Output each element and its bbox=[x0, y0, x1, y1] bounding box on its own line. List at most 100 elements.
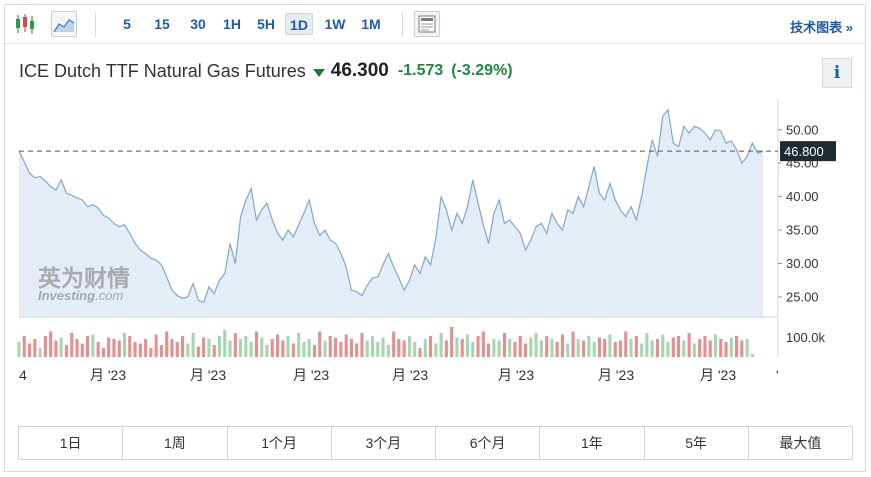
volume-bar bbox=[196, 346, 200, 357]
volume-bar bbox=[138, 343, 142, 357]
volume-bar bbox=[677, 336, 681, 357]
volume-bar bbox=[175, 342, 179, 357]
volume-bar bbox=[603, 339, 607, 357]
volume-bar bbox=[181, 336, 185, 357]
volume-bar bbox=[323, 340, 327, 357]
interval-1w[interactable]: 1W bbox=[324, 16, 346, 32]
range-button-7[interactable]: 最大值 bbox=[779, 435, 822, 451]
volume-bar bbox=[592, 342, 596, 357]
volume-bar bbox=[144, 339, 148, 357]
volume-bar bbox=[524, 343, 528, 357]
volume-bar bbox=[276, 334, 280, 357]
volume-bar bbox=[434, 343, 438, 357]
volume-bar bbox=[38, 348, 42, 357]
volume-bar bbox=[566, 343, 570, 357]
volume-bar bbox=[534, 333, 538, 357]
area-chart-icon[interactable] bbox=[51, 11, 77, 37]
volume-bar bbox=[376, 342, 380, 357]
volume-bar bbox=[492, 339, 496, 357]
volume-bar bbox=[397, 339, 401, 357]
technical-chart-link[interactable]: 技术图表 » bbox=[790, 20, 853, 35]
volume-bar bbox=[513, 342, 517, 357]
interval-1d[interactable]: 1D bbox=[285, 13, 313, 35]
volume-bar bbox=[159, 345, 163, 357]
volume-bar bbox=[233, 333, 237, 357]
volume-bar bbox=[318, 331, 322, 357]
price-area bbox=[19, 109, 763, 317]
volume-bar bbox=[286, 336, 290, 357]
volume-bar bbox=[518, 336, 522, 357]
interval-30[interactable]: 30 bbox=[190, 16, 206, 32]
range-selector: 1日 1周 1个月 3个月 6个月 1年 5年 最大值 bbox=[18, 426, 853, 460]
volume-bar bbox=[228, 340, 232, 357]
price-chart[interactable]: 英为财情 Investing.com 50.00 45.00 40.00 35.00 3… bbox=[5, 99, 865, 391]
range-button-3[interactable]: 3个月 bbox=[332, 427, 436, 459]
volume-bar bbox=[239, 339, 243, 357]
volume-bar bbox=[59, 337, 63, 357]
interval-5h[interactable]: 5H bbox=[257, 16, 275, 32]
volume-bar bbox=[101, 348, 105, 357]
interval-5[interactable]: 5 bbox=[123, 16, 131, 32]
volume-bar bbox=[328, 336, 332, 357]
volume-bar bbox=[740, 340, 744, 357]
candlestick-chart-icon[interactable] bbox=[13, 11, 39, 37]
volume-bar bbox=[355, 343, 359, 357]
volume-bar bbox=[560, 334, 564, 357]
range-button-0[interactable]: 1日 bbox=[19, 427, 124, 459]
volume-bar bbox=[703, 336, 707, 357]
y-tick-label: 50.00 bbox=[786, 122, 819, 137]
interval-1m[interactable]: 1M bbox=[361, 16, 381, 32]
volume-bar bbox=[471, 342, 475, 357]
volume-bar bbox=[571, 331, 575, 357]
news-panel-icon[interactable] bbox=[414, 11, 440, 37]
volume-bar bbox=[43, 336, 47, 357]
volume-bar bbox=[692, 343, 696, 357]
x-tick-label: 月 '23 bbox=[598, 367, 634, 383]
last-price: 46.300 bbox=[330, 60, 389, 81]
x-tick-label: 月 '23 bbox=[392, 367, 428, 383]
volume-bar bbox=[344, 334, 348, 357]
volume-bar bbox=[297, 333, 301, 357]
x-tick-label: 4 bbox=[19, 367, 27, 383]
volume-bar bbox=[724, 342, 728, 357]
watermark-en-name: Investing bbox=[38, 288, 95, 303]
interval-1h[interactable]: 1H bbox=[223, 16, 241, 32]
volume-bar bbox=[371, 336, 375, 357]
volume-bar bbox=[386, 345, 390, 357]
volume-bar bbox=[244, 336, 248, 357]
info-button[interactable]: i bbox=[822, 58, 852, 88]
y-tick-label: 40.00 bbox=[786, 189, 819, 204]
volume-bar bbox=[497, 340, 501, 357]
instrument-name: ICE Dutch TTF Natural Gas Futures bbox=[19, 60, 306, 81]
volume-bar bbox=[545, 336, 549, 357]
toolbar-separator bbox=[95, 13, 96, 37]
volume-bar bbox=[666, 342, 670, 357]
volume-bar bbox=[455, 337, 459, 357]
range-button-5[interactable]: 1年 bbox=[540, 427, 645, 459]
price-line bbox=[18, 108, 764, 304]
volume-bar bbox=[80, 343, 84, 357]
volume-bar bbox=[729, 337, 733, 357]
range-button-4[interactable]: 6个月 bbox=[436, 427, 541, 459]
volume-bar bbox=[487, 343, 491, 357]
volume-bar bbox=[212, 345, 216, 357]
volume-bar bbox=[650, 340, 654, 357]
volume-bar bbox=[123, 333, 127, 357]
range-button-2[interactable]: 1个月 bbox=[228, 427, 332, 459]
x-tick-label: ' bbox=[776, 367, 779, 383]
volume-bar bbox=[334, 337, 338, 357]
range-button-1[interactable]: 1周 bbox=[123, 427, 228, 459]
volume-bar bbox=[186, 343, 190, 357]
volume-bar bbox=[555, 342, 559, 357]
range-button-6[interactable]: 5年 bbox=[645, 427, 749, 459]
volume-bar bbox=[33, 339, 37, 357]
volume-bar bbox=[597, 337, 601, 357]
x-tick-label: 月 '23 bbox=[498, 367, 534, 383]
volume-bar bbox=[634, 336, 638, 357]
volume-bar bbox=[671, 337, 675, 357]
volume-bar bbox=[687, 333, 691, 357]
volume-bar bbox=[708, 340, 712, 357]
volume-bar bbox=[223, 330, 227, 357]
watermark-en-suffix: .com bbox=[95, 288, 123, 303]
interval-15[interactable]: 15 bbox=[154, 16, 170, 32]
